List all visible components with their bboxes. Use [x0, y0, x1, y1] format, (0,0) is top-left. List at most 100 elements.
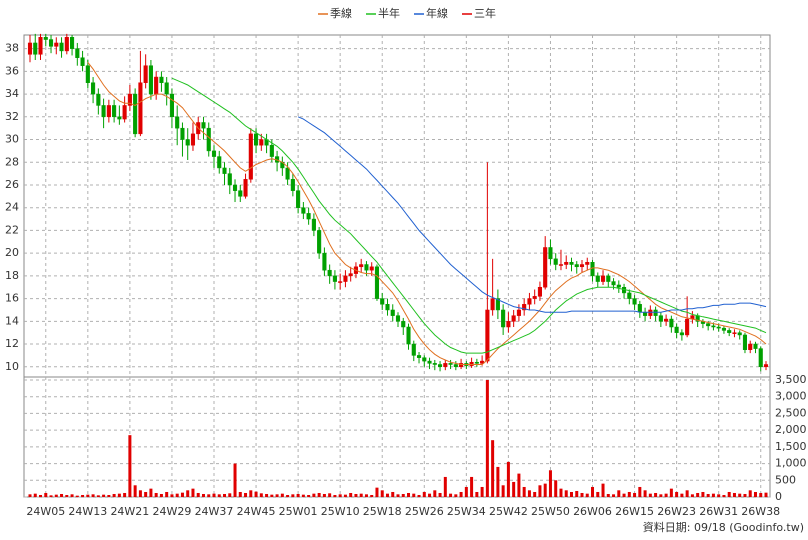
- y-tick-label: 16: [5, 292, 19, 305]
- y-tick-label: 12: [5, 337, 19, 350]
- volume-bar: [759, 492, 763, 497]
- candle-body: [495, 298, 500, 311]
- volume-bar: [54, 494, 58, 497]
- volume-bar: [370, 494, 374, 497]
- legend-label: 季線: [330, 6, 352, 20]
- candle-body: [285, 167, 290, 180]
- volume-bar: [233, 463, 237, 497]
- volume-bar: [60, 493, 64, 497]
- candle-body: [64, 37, 69, 52]
- volume-bar: [165, 491, 169, 497]
- x-tick-label: 26W15: [615, 505, 654, 518]
- volume-bar: [627, 491, 631, 497]
- candle-body: [537, 286, 542, 297]
- candle-body: [127, 93, 132, 106]
- candle-body: [70, 37, 75, 49]
- candle-body: [416, 355, 422, 358]
- candle-body: [227, 173, 232, 186]
- volume-bar: [501, 485, 505, 497]
- volume-bar: [569, 491, 573, 497]
- candle-body: [148, 65, 153, 95]
- volume-bar: [753, 491, 757, 497]
- candle-body: [143, 65, 148, 83]
- candle-body: [711, 325, 716, 328]
- volume-bar: [112, 493, 116, 497]
- candle-body: [259, 139, 264, 146]
- volume-bar: [512, 481, 516, 497]
- volume-bar: [706, 493, 710, 497]
- candle-body: [574, 264, 579, 268]
- candle-body: [27, 42, 33, 55]
- candle-body: [721, 327, 726, 331]
- volume-bar: [743, 493, 747, 497]
- volume-bar: [49, 495, 53, 497]
- volume-bar: [438, 492, 442, 497]
- volume-bar: [254, 491, 258, 497]
- volume-bar: [407, 492, 411, 497]
- x-tick-label: 26W06: [573, 505, 612, 518]
- candle-body: [217, 156, 222, 169]
- candle-body: [306, 213, 311, 220]
- volume-tick-label: 1,500: [775, 440, 807, 453]
- candle-body: [75, 48, 80, 58]
- volume-bar: [475, 491, 479, 497]
- candle-body: [438, 364, 443, 368]
- candle-body: [558, 264, 564, 266]
- candle-body: [133, 93, 138, 135]
- volume-bar: [349, 492, 353, 497]
- y-tick-label: 22: [5, 223, 19, 236]
- y-tick-label: 28: [5, 155, 19, 168]
- candle-body: [48, 39, 54, 47]
- candle-body: [374, 266, 380, 299]
- volume-bar: [391, 491, 395, 497]
- candle-body: [501, 309, 506, 328]
- volume-bar: [312, 493, 316, 497]
- volume-bar: [711, 493, 715, 497]
- volume-bar: [301, 494, 305, 497]
- volume-bar: [322, 493, 326, 497]
- candle-body: [459, 363, 464, 368]
- volume-bar: [196, 492, 200, 497]
- volume-bar: [270, 494, 274, 497]
- volume-bar: [191, 488, 195, 497]
- candle-body: [395, 315, 401, 322]
- candle-body: [369, 266, 374, 271]
- volume-bar: [585, 493, 589, 497]
- volume-bar: [717, 494, 721, 497]
- volume-bar: [128, 435, 132, 497]
- footer: 資料日期: 09/18 (Goodinfo.tw): [643, 520, 804, 534]
- candle-body: [43, 37, 48, 40]
- volume-bar: [175, 493, 179, 497]
- candle-body: [401, 321, 406, 328]
- volume-bar: [564, 490, 568, 497]
- candle-body: [727, 330, 732, 333]
- candle-body: [564, 261, 569, 265]
- volume-bar: [307, 494, 311, 497]
- volume-bar: [86, 494, 90, 497]
- candle-body: [427, 360, 432, 364]
- volume-bar: [75, 495, 79, 497]
- candle-body: [758, 348, 763, 368]
- volume-bar: [748, 490, 752, 497]
- volume-bar: [96, 495, 100, 497]
- candle-body: [532, 296, 537, 299]
- volume-bar: [738, 493, 742, 497]
- volume-bar: [522, 486, 526, 497]
- candle-body: [175, 116, 180, 129]
- volume-bar: [70, 494, 74, 497]
- y-tick-label: 26: [5, 178, 19, 191]
- candle-body: [343, 275, 348, 282]
- volume-bar: [580, 492, 584, 497]
- volume-tick-label: 2,500: [775, 406, 807, 419]
- volume-bar: [65, 494, 69, 497]
- volume-bar: [259, 493, 263, 497]
- volume-bar: [554, 480, 558, 497]
- volume-bar: [343, 494, 347, 497]
- candle-body: [548, 247, 553, 260]
- volume-bar: [459, 491, 463, 497]
- candle-body: [322, 252, 327, 271]
- candle-body: [254, 133, 259, 146]
- x-tick-label: 24W05: [26, 505, 65, 518]
- volume-bar: [422, 491, 426, 497]
